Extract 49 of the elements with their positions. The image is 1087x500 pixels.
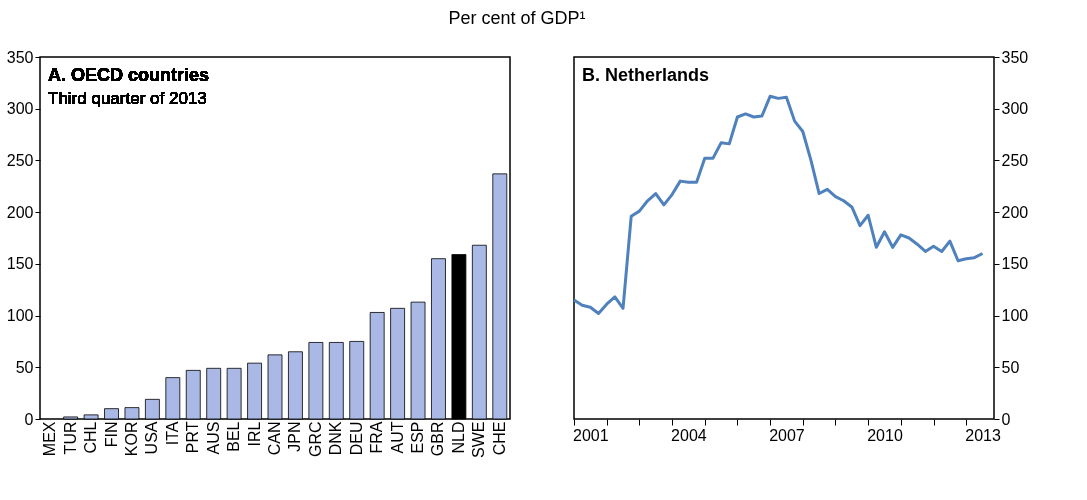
y-tick-label: 50 bbox=[1001, 358, 1020, 376]
y-tick-label: 250 bbox=[1001, 151, 1029, 169]
x-tick-label: 2004 bbox=[671, 426, 707, 444]
x-tick-label: CAN bbox=[266, 421, 283, 456]
y-tick-label: 0 bbox=[1001, 410, 1011, 428]
y-tick-label: 100 bbox=[6, 307, 34, 325]
y-tick-label: 50 bbox=[15, 358, 34, 376]
y-tick-label: 300 bbox=[1001, 100, 1029, 118]
x-tick-label: GRC bbox=[306, 421, 324, 458]
y-tick-label: 0 bbox=[24, 410, 34, 428]
x-tick-label: 2010 bbox=[867, 426, 903, 444]
x-tick-label: CHE bbox=[490, 421, 508, 456]
x-tick-label: MEX bbox=[41, 421, 59, 457]
x-tick-label: ESP bbox=[409, 421, 427, 454]
text: Per cent of GDP¹ bbox=[448, 8, 586, 29]
x-tick-label: ITA bbox=[163, 421, 181, 446]
y-tick-label: 350 bbox=[6, 48, 34, 66]
x-tick-label: CHL bbox=[82, 421, 100, 454]
x-tick-label: 2007 bbox=[769, 426, 805, 444]
x-tick-label: AUT bbox=[388, 421, 406, 454]
x-tick-label: AUS bbox=[204, 421, 222, 455]
text: Third quarter of 2013 bbox=[48, 89, 207, 108]
line-series bbox=[572, 94, 985, 315]
x-tick-label: 2013 bbox=[965, 426, 1001, 444]
y-tick-label: 150 bbox=[6, 255, 34, 273]
x-tick-label: TUR bbox=[61, 421, 79, 455]
x-tick-label: USA bbox=[143, 421, 161, 455]
y-tick-label: 350 bbox=[1001, 48, 1029, 66]
x-tick-label: SWE bbox=[470, 421, 488, 458]
x-tick-label: DNK bbox=[327, 421, 345, 456]
x-tick-label: GBR bbox=[429, 421, 447, 457]
x-tick-label: 2001 bbox=[573, 426, 609, 444]
y-tick-label: 200 bbox=[6, 203, 34, 221]
y-tick-label: 150 bbox=[1001, 255, 1029, 273]
x-tick-label: NLD bbox=[449, 421, 467, 454]
x-tick-label: BEL bbox=[225, 421, 243, 452]
x-tick-label: JPN bbox=[286, 421, 304, 452]
x-tick-label: KOR bbox=[122, 421, 140, 457]
y-tick-label: 100 bbox=[1001, 307, 1029, 325]
x-tick-label: FRA bbox=[368, 421, 386, 454]
x-tick-label: FIN bbox=[102, 421, 120, 448]
y-tick-label: 250 bbox=[6, 151, 34, 169]
y-tick-label: 200 bbox=[1001, 203, 1029, 221]
y-tick-label: 300 bbox=[6, 100, 34, 118]
x-tick-label: IRL bbox=[245, 421, 263, 447]
chart-title: A. OECD countries bbox=[48, 65, 210, 85]
chart-title: B. Netherlands bbox=[582, 65, 710, 85]
x-tick-label: DEU bbox=[347, 421, 365, 456]
x-tick-label: PRT bbox=[184, 421, 202, 454]
